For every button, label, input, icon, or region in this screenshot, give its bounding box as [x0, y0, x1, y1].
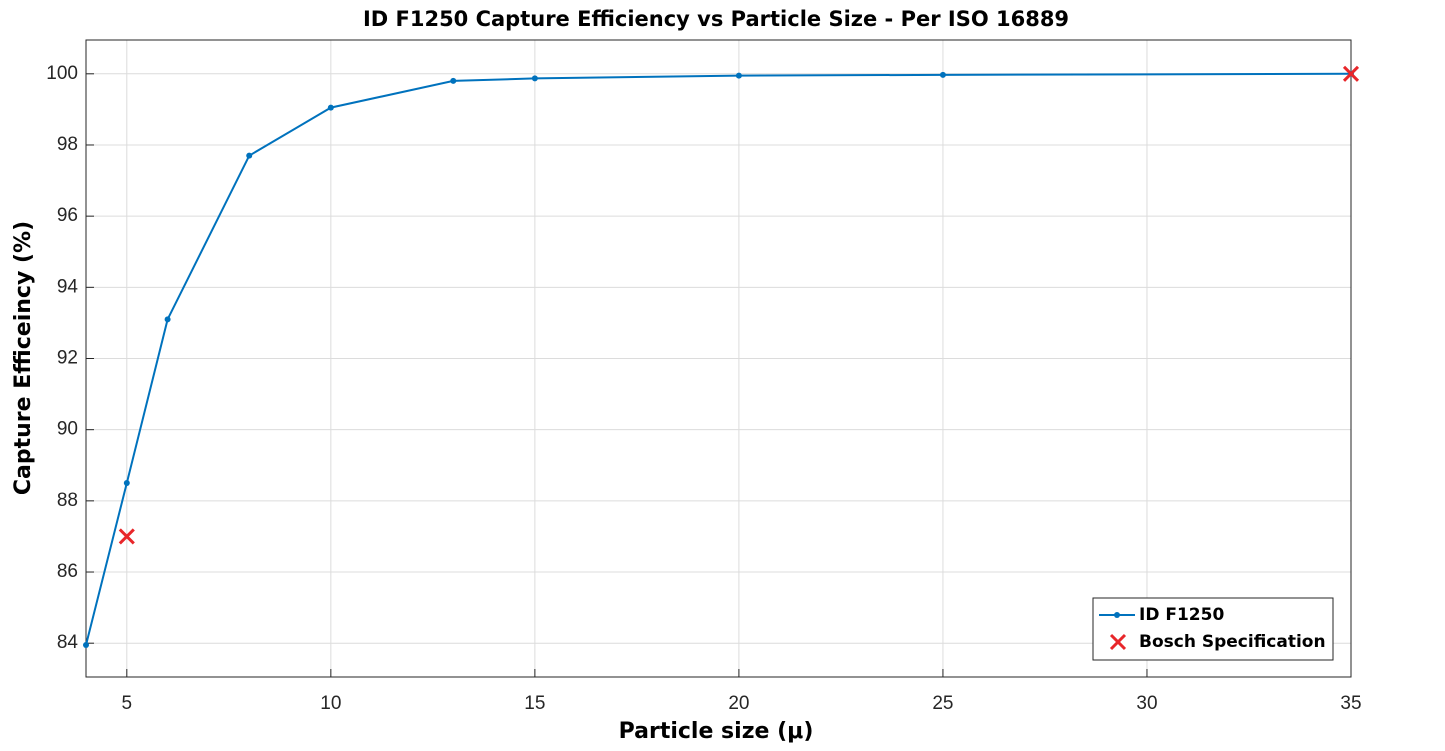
- legend-marker: [1114, 612, 1120, 618]
- legend-marker: [1109, 633, 1127, 651]
- legend-label: ID F1250: [1139, 605, 1224, 625]
- data-point: [450, 77, 457, 84]
- x-tick-label: 25: [932, 693, 953, 714]
- y-tick-label: 92: [57, 348, 78, 369]
- legend-box: [1092, 597, 1334, 661]
- y-tick-label: 98: [57, 134, 78, 155]
- x-tick-label: 30: [1136, 693, 1157, 714]
- y-tick-label: 94: [57, 276, 79, 297]
- data-point: [246, 152, 253, 159]
- data-line: [85, 72, 1352, 646]
- legend-label: Bosch Specification: [1139, 632, 1326, 652]
- data-point: [123, 480, 130, 487]
- x-tick-label: 10: [320, 693, 341, 714]
- legend: ID F1250 Bosch Specification: [1092, 597, 1334, 661]
- y-axis-label: Capture Efficeincy (%): [11, 221, 36, 495]
- chart-title: ID F1250 Capture Efficiency vs Particle …: [363, 7, 1069, 31]
- data-point: [118, 528, 135, 545]
- data-point: [327, 104, 334, 111]
- x-axis-label: Particle size (μ): [619, 719, 814, 744]
- y-tick-label: 86: [57, 561, 78, 582]
- data-point: [735, 72, 742, 79]
- y-tick-label: 88: [57, 490, 78, 511]
- x-tick-label: 15: [524, 693, 545, 714]
- y-tick-label: 100: [46, 63, 78, 84]
- y-tick-label: 84: [57, 632, 79, 653]
- y-tick-label: 96: [57, 205, 78, 226]
- data-point: [164, 316, 171, 323]
- data-point: [939, 71, 946, 78]
- x-tick-label: 5: [122, 693, 133, 714]
- data-point: [531, 75, 538, 82]
- x-tick-label: 35: [1340, 693, 1361, 714]
- y-tick-label: 90: [57, 419, 78, 440]
- plot-frame: [85, 39, 1352, 678]
- data-point: [1342, 65, 1360, 82]
- x-tick-label: 20: [728, 693, 749, 714]
- data-point: [83, 641, 89, 648]
